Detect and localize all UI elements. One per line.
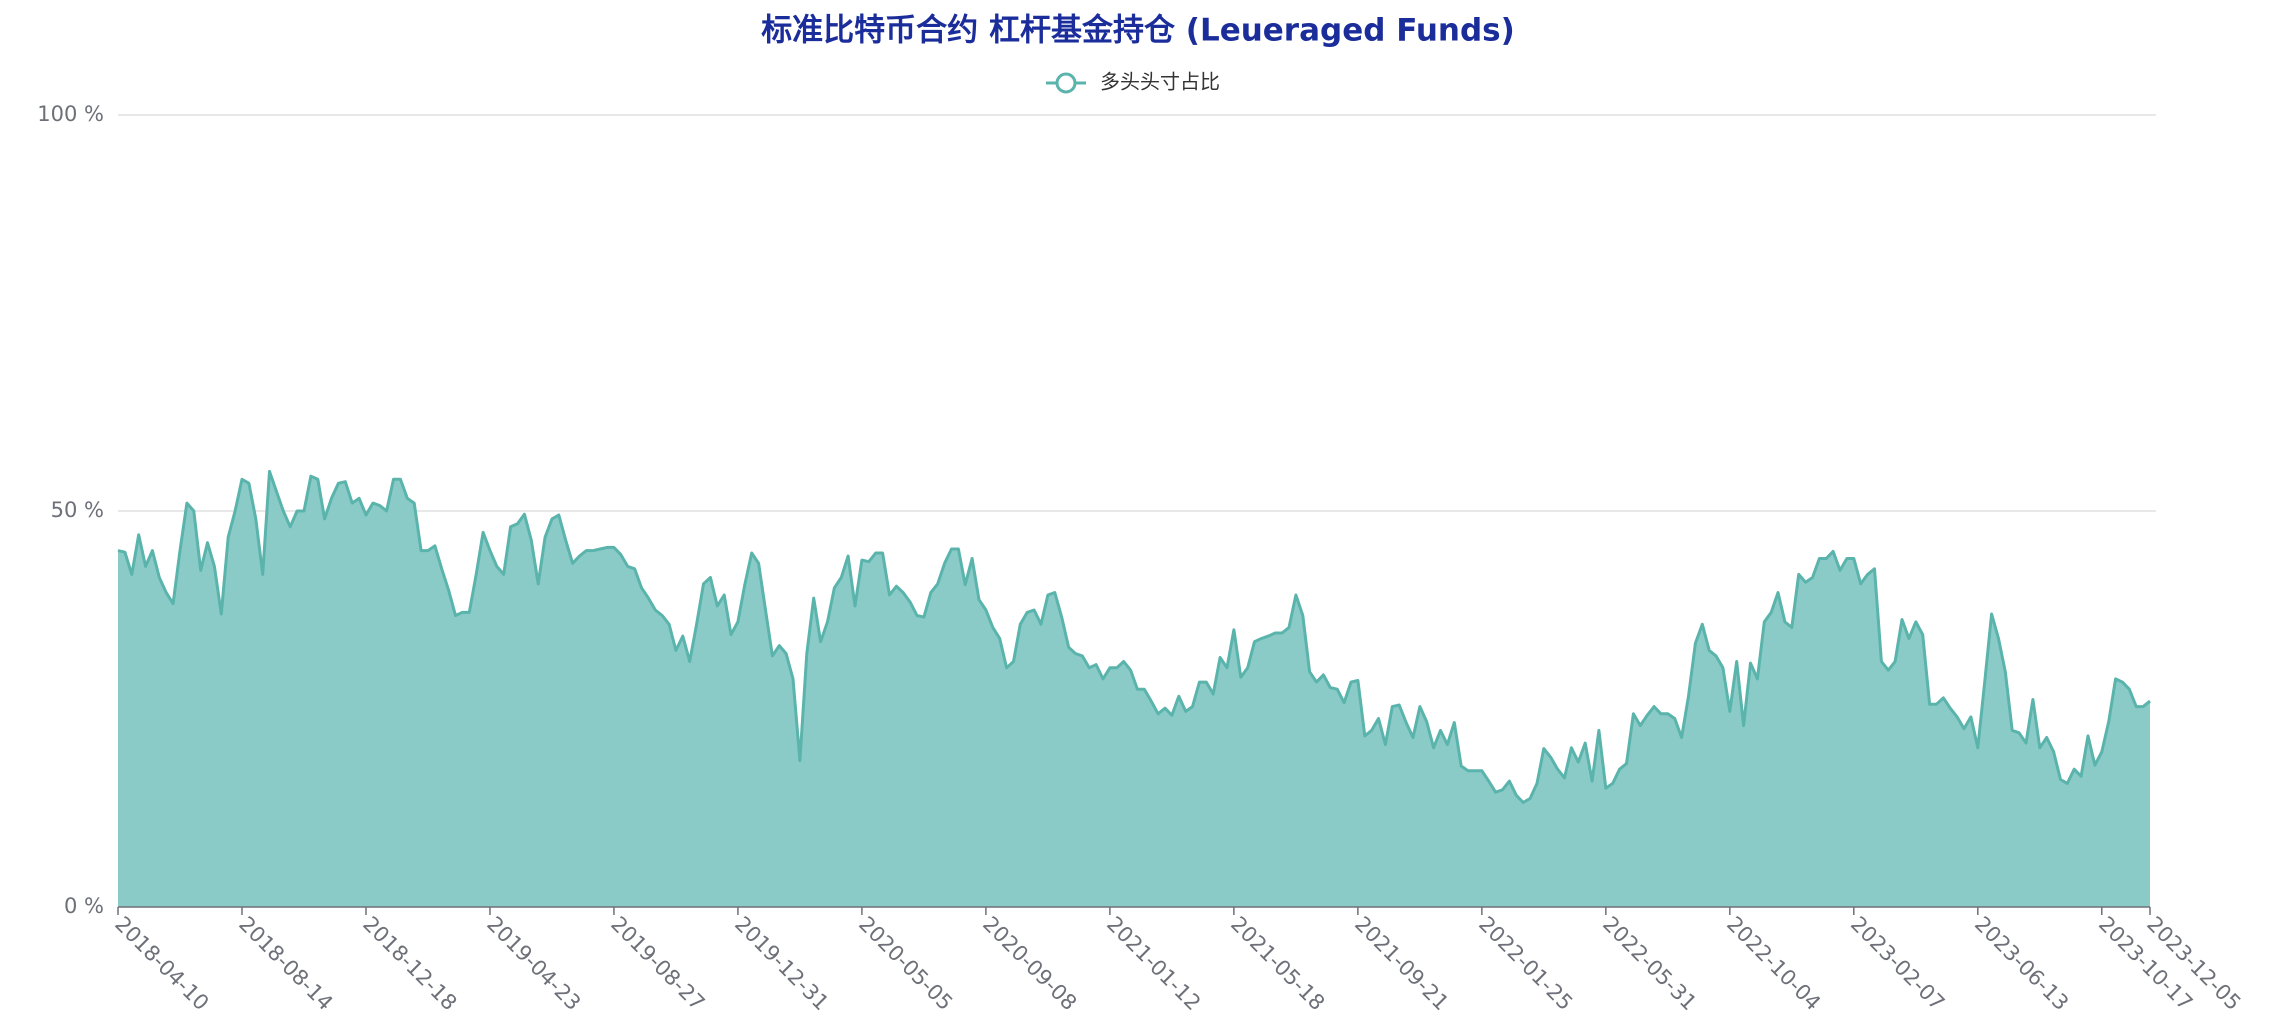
x-tick-label: 2019-12-31 xyxy=(730,912,833,1015)
x-tick-label: 2020-09-08 xyxy=(978,912,1081,1015)
x-tick-label: 2018-04-10 xyxy=(110,912,213,1015)
x-tick-label: 2023-02-07 xyxy=(1846,912,1949,1015)
x-tick-label: 2021-05-18 xyxy=(1226,912,1329,1015)
x-tick-label: 2019-04-23 xyxy=(482,912,585,1015)
area xyxy=(118,471,2150,907)
x-tick-label: 2021-09-21 xyxy=(1350,912,1453,1015)
legend-label: 多头头寸占比 xyxy=(1100,70,1220,94)
y-tick-label: 100 % xyxy=(37,102,104,126)
x-tick-label: 2018-08-14 xyxy=(234,912,337,1015)
x-tick-label: 2023-06-13 xyxy=(1970,912,2073,1015)
x-tick-label: 2022-10-04 xyxy=(1722,912,1825,1015)
x-tick-label: 2020-05-05 xyxy=(854,912,957,1015)
y-tick-label: 50 % xyxy=(51,498,104,522)
x-tick-label: 2021-01-12 xyxy=(1102,912,1205,1015)
x-tick-label: 2019-08-27 xyxy=(606,912,709,1015)
x-tick-label: 2022-05-31 xyxy=(1598,912,1701,1015)
y-tick-label: 0 % xyxy=(64,894,104,918)
legend-marker xyxy=(1055,72,1077,94)
line xyxy=(117,469,2151,804)
x-tick-label: 2022-01-25 xyxy=(1474,912,1577,1015)
x-tick-label: 2018-12-18 xyxy=(358,912,461,1015)
chart-title: 标准比特币合约 杠杆基金持仓 (Leueraged Funds) xyxy=(761,13,1515,49)
